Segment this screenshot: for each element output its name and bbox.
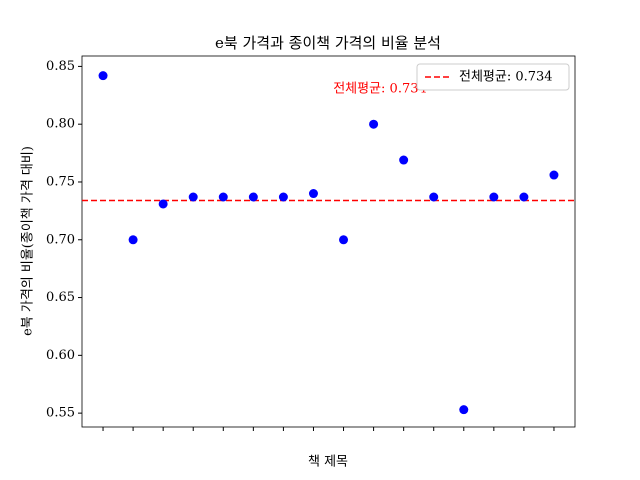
point: [308, 189, 318, 199]
point: [549, 170, 559, 180]
y-tick-label: 0.80: [46, 117, 75, 132]
legend-box: [416, 63, 570, 91]
point: [128, 235, 138, 245]
point: [188, 192, 198, 202]
y-tick-label: 0.70: [46, 232, 75, 247]
y-tick-label: 0.65: [46, 290, 75, 305]
x-axis-label: 책 제목: [308, 455, 348, 470]
point: [429, 192, 439, 202]
plot-frame: [81, 55, 576, 428]
point: [98, 71, 108, 81]
point: [278, 192, 288, 202]
y-tick-label: 0.60: [46, 348, 75, 363]
y-axis-label: e북 가격의 비율(종이책 가격 대비): [21, 146, 36, 336]
point: [218, 192, 228, 202]
point: [369, 119, 379, 129]
y-tick-label: 0.55: [46, 406, 75, 421]
chart-title: e북 가격과 종이책 가격의 비율 분석: [215, 34, 441, 52]
y-tick-label: 0.75: [46, 174, 75, 189]
point: [248, 192, 258, 202]
y-tick-label: 0.85: [46, 59, 75, 74]
point: [158, 199, 168, 209]
point: [489, 192, 499, 202]
point: [519, 192, 529, 202]
point: [459, 405, 469, 415]
point: [399, 155, 409, 165]
point: [339, 235, 349, 245]
legend-label: 전체평균: 0.734: [459, 70, 553, 85]
annotation: 전체평균: 0.734: [333, 82, 427, 97]
